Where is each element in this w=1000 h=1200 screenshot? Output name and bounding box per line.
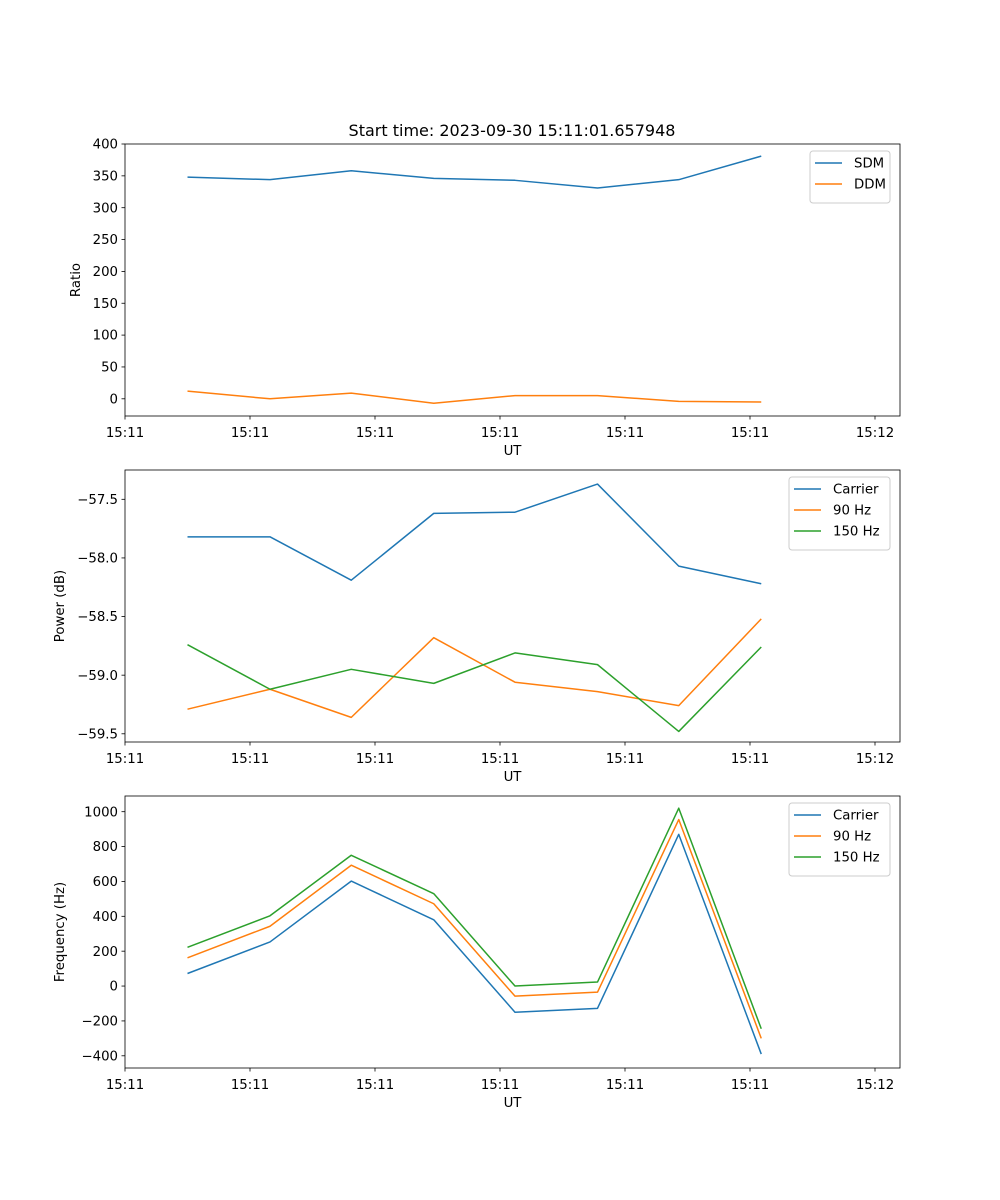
y-tick-label: 200 xyxy=(93,945,118,960)
y-tick-label: −58.5 xyxy=(77,610,118,625)
y-tick-label: 300 xyxy=(93,201,118,216)
x-tick-label: 15:11 xyxy=(731,752,769,767)
x-tick-label: 15:11 xyxy=(106,1078,144,1093)
x-tick-label: 15:11 xyxy=(106,752,144,767)
x-tick-label: 15:11 xyxy=(231,752,269,767)
x-tick-label: 15:12 xyxy=(856,426,894,441)
y-tick-label: 0 xyxy=(110,980,118,995)
y-tick-label: 400 xyxy=(93,138,118,153)
legend-label: 150 Hz xyxy=(833,525,880,540)
x-axis-label: UT xyxy=(504,444,523,459)
legend: Carrier 90 Hz 150 Hz xyxy=(788,802,891,877)
x-tick-label: 15:11 xyxy=(356,752,394,767)
y-axis-label: Ratio xyxy=(69,263,84,297)
y-axis-label: Power (dB) xyxy=(53,570,68,642)
legend-label: 90 Hz xyxy=(833,830,871,845)
chart-panel-2: 15:11 15:11 15:11 15:11 15:11 15:11 15:12 −59.5… xyxy=(53,469,901,785)
legend-label: Carrier xyxy=(833,809,879,824)
x-tick-label: 15:11 xyxy=(481,1078,519,1093)
x-tick-label: 15:11 xyxy=(731,1078,769,1093)
y-tick-label: −58.0 xyxy=(77,552,118,567)
series-line-carrier xyxy=(187,833,762,1055)
axes-frame xyxy=(124,469,901,743)
y-tick-label: −400 xyxy=(81,1049,118,1064)
series-group xyxy=(187,483,762,733)
x-tick-label: 15:12 xyxy=(856,752,894,767)
series-line-sdm xyxy=(187,155,762,189)
y-tick-label: 0 xyxy=(110,392,118,407)
y-tick-label: 350 xyxy=(93,169,118,184)
axes-frame xyxy=(124,143,901,417)
series-line-150-hz xyxy=(187,644,762,733)
y-tick-label: 250 xyxy=(93,233,118,248)
y-tick-label: 150 xyxy=(93,297,118,312)
x-tick-label: 15:11 xyxy=(481,752,519,767)
x-tick-label: 15:11 xyxy=(231,426,269,441)
legend-box xyxy=(809,150,891,204)
legend: Carrier 90 Hz 150 Hz xyxy=(788,476,891,551)
x-tick-label: 15:11 xyxy=(731,426,769,441)
panels: 15:11 15:11 15:11 15:11 15:11 15:11 15:12 0 50 10… xyxy=(53,138,901,1111)
series-line-ddm xyxy=(187,390,762,405)
legend-label: SDM xyxy=(854,157,884,172)
chart-title: Start time: 2023-09-30 15:11:01.657948 xyxy=(349,121,676,140)
x-tick-label: 15:11 xyxy=(481,426,519,441)
y-tick-label: 600 xyxy=(93,875,118,890)
x-tick-label: 15:11 xyxy=(106,426,144,441)
x-tick-label: 15:11 xyxy=(356,1078,394,1093)
legend-label: 90 Hz xyxy=(833,504,871,519)
series-line-90-hz xyxy=(187,618,762,719)
legend-label: 150 Hz xyxy=(833,851,880,866)
x-axis-label: UT xyxy=(504,1096,523,1111)
x-tick-label: 15:11 xyxy=(231,1078,269,1093)
x-tick-label: 15:11 xyxy=(606,752,644,767)
y-tick-label: −200 xyxy=(81,1015,118,1030)
y-axis-label: Frequency (Hz) xyxy=(53,882,68,982)
series-line-150-hz xyxy=(187,807,762,1030)
y-tick-label: −59.5 xyxy=(77,727,118,742)
legend-label: Carrier xyxy=(833,483,879,498)
x-tick-label: 15:11 xyxy=(356,426,394,441)
y-tick-label: −57.5 xyxy=(77,493,118,508)
y-tick-label: 100 xyxy=(93,329,118,344)
chart-panel-3: 15:11 15:11 15:11 15:11 15:11 15:11 15:12 −400 −… xyxy=(53,795,901,1111)
axes-frame xyxy=(124,795,901,1069)
chart-panel-1: 15:11 15:11 15:11 15:11 15:11 15:11 15:12 0 50 10… xyxy=(69,138,901,459)
y-tick-label: 200 xyxy=(93,265,118,280)
y-tick-label: 50 xyxy=(101,361,118,376)
x-tick-label: 15:11 xyxy=(606,426,644,441)
legend: SDM DDM xyxy=(809,150,891,204)
series-group xyxy=(187,155,762,405)
series-line-90-hz xyxy=(187,818,762,1039)
x-tick-label: 15:11 xyxy=(606,1078,644,1093)
series-line-carrier xyxy=(187,483,762,585)
y-tick-label: 800 xyxy=(93,840,118,855)
x-tick-label: 15:12 xyxy=(856,1078,894,1093)
series-group xyxy=(187,807,762,1055)
legend-label: DDM xyxy=(854,178,886,193)
y-tick-label: 1000 xyxy=(84,805,118,820)
x-axis-label: UT xyxy=(504,770,523,785)
y-tick-label: 400 xyxy=(93,910,118,925)
y-tick-label: −59.0 xyxy=(77,669,118,684)
